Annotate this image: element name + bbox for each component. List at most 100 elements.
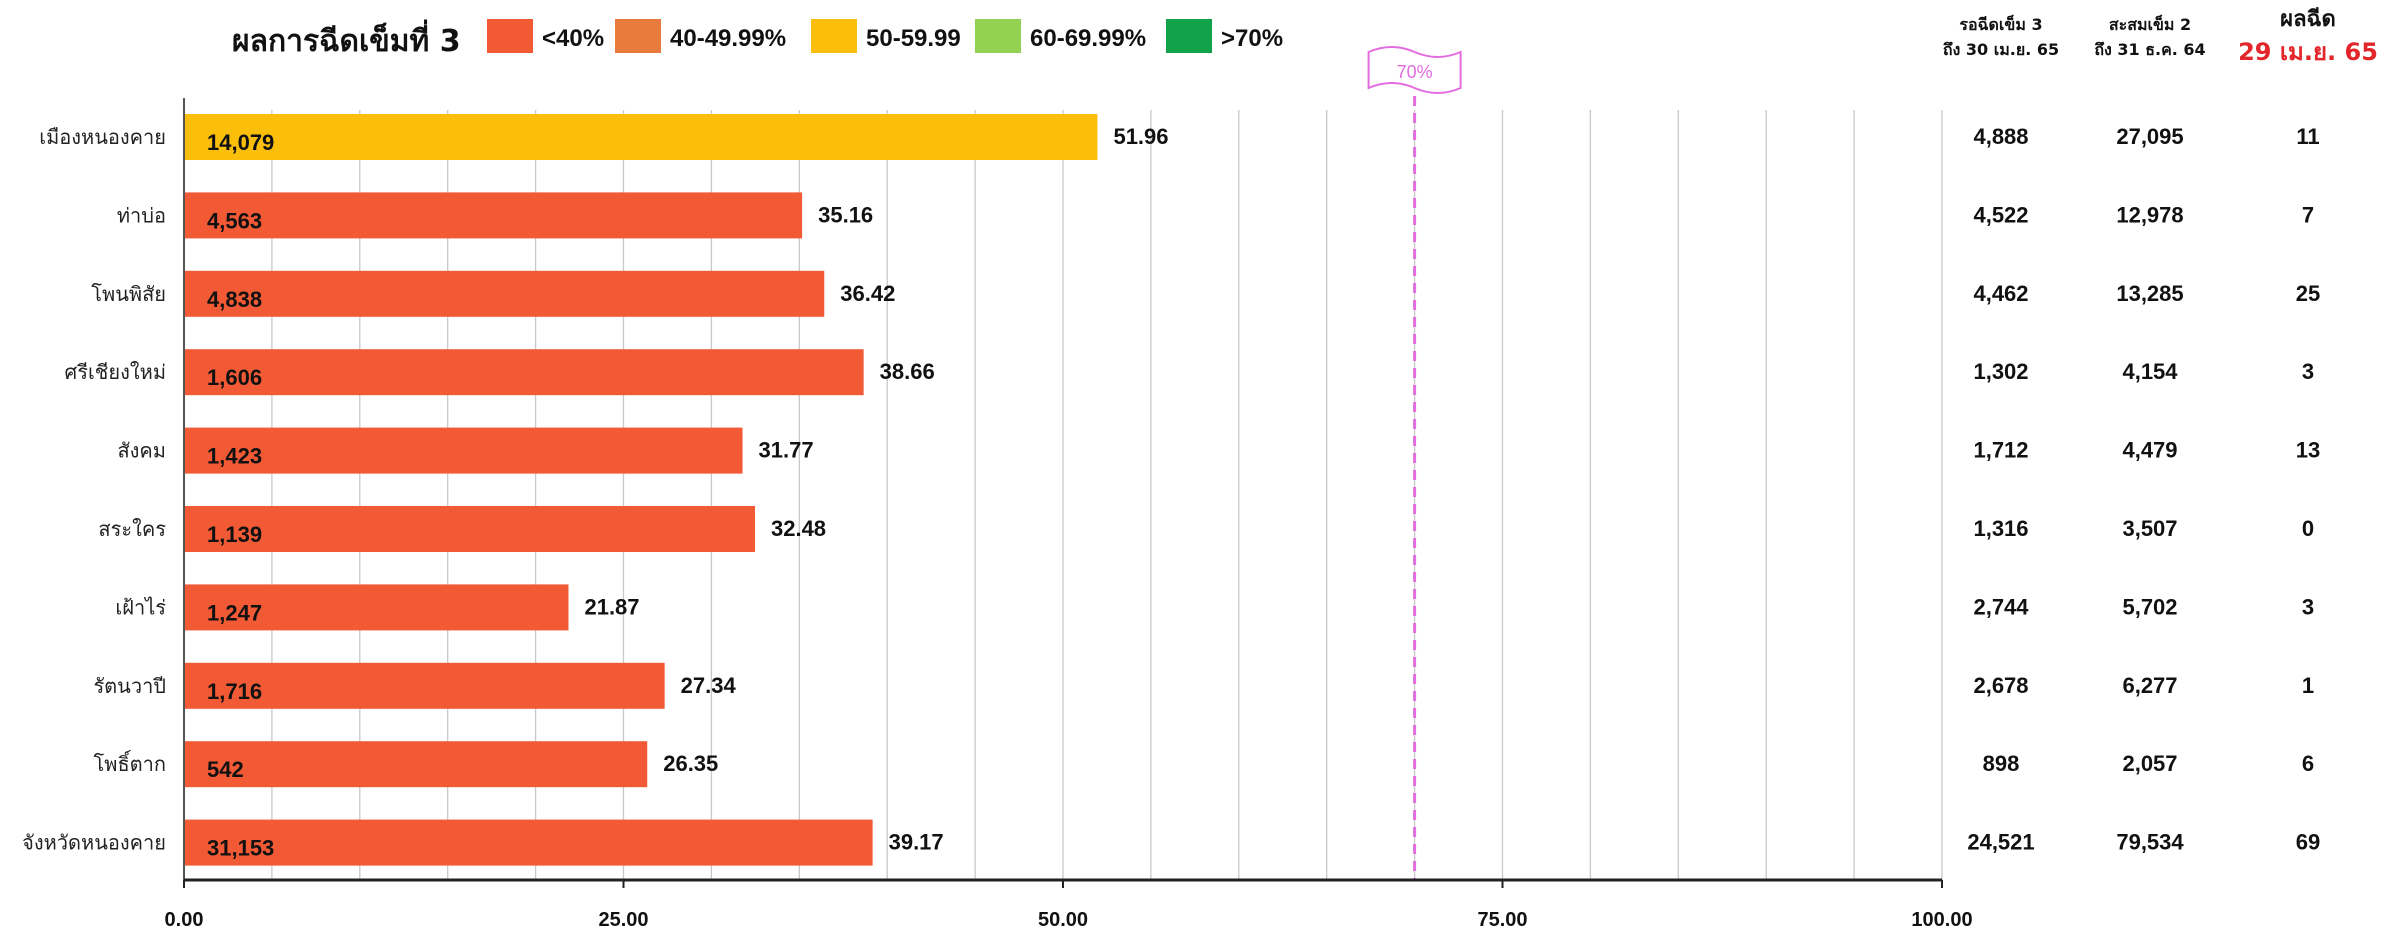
table-col3-value: 11	[2296, 124, 2319, 149]
category-label: โพนพิสัย	[91, 282, 166, 306]
bar-inner-label: 14,079	[207, 130, 274, 155]
table-col1-value: 1,712	[1973, 438, 2028, 463]
table-col2-value: 4,154	[2122, 359, 2178, 384]
table-col1-value: 4,522	[1973, 202, 2028, 227]
x-axis: 0.00 25.00 50.00 75.00 100.00	[165, 98, 1973, 931]
x-tick-label: 25.00	[598, 909, 648, 931]
bar-value-label: 36.42	[840, 281, 895, 306]
x-tick-label: 100.00	[1911, 909, 1972, 931]
category-label: จังหวัดหนองคาย	[22, 831, 166, 855]
col2-header-line2: ถึง 31 ธ.ค. 64	[2094, 40, 2206, 59]
bar-inner-label: 1,606	[207, 365, 262, 390]
bar-value-label: 38.66	[880, 359, 935, 384]
table-col2-value: 27,095	[2116, 124, 2183, 149]
bar-inner-label: 4,838	[207, 287, 262, 312]
table-col1-value: 2,744	[1973, 594, 2029, 619]
category-label: เฝ้าไร่	[115, 595, 166, 619]
legend-label-2: 50-59.99	[866, 25, 961, 52]
bar	[184, 349, 864, 396]
table-col1-value: 4,888	[1973, 124, 2028, 149]
col2-header-line1: สะสมเข็ม 2	[2109, 13, 2191, 34]
category-label: เมืองหนองคาย	[39, 125, 166, 149]
table-col3-value: 69	[2296, 830, 2320, 855]
bar	[184, 819, 873, 866]
table-col3-value: 3	[2302, 359, 2314, 384]
table-col1-value: 1,316	[1973, 516, 2028, 541]
col3-header-line2: 29 เม.ย. 65	[2238, 38, 2378, 66]
bar-inner-label: 31,153	[207, 836, 274, 861]
legend-label-3: 60-69.99%	[1030, 25, 1146, 52]
bar-inner-label: 1,247	[207, 600, 262, 625]
x-tick-label: 50.00	[1038, 909, 1088, 931]
x-tick-label: 0.00	[165, 909, 204, 931]
reference-line-group: 70%	[1367, 46, 1462, 880]
table-col2-value: 3,507	[2122, 516, 2177, 541]
legend-swatch-1	[615, 19, 661, 53]
bar	[184, 427, 743, 474]
table-col2-value: 4,479	[2122, 438, 2177, 463]
category-label: สระใคร	[98, 517, 166, 541]
col1-header-line2: ถึง 30 เม.ย. 65	[1943, 40, 2060, 59]
table-col2-value: 12,978	[2116, 202, 2183, 227]
bar-inner-label: 4,563	[207, 208, 262, 233]
bar-value-label: 21.87	[584, 594, 639, 619]
table-col2-value: 6,277	[2122, 673, 2177, 698]
reference-label: 70%	[1397, 62, 1433, 82]
bar-value-label: 26.35	[663, 751, 718, 776]
bar-inner-label: 1,716	[207, 679, 262, 704]
table-col1-value: 24,521	[1967, 830, 2034, 855]
legend-label-1: 40-49.99%	[670, 25, 786, 52]
bar	[184, 506, 755, 552]
bar	[184, 270, 825, 317]
table-col3-value: 0	[2302, 516, 2314, 541]
reference-label-box	[1367, 46, 1462, 94]
table-col3-value: 13	[2296, 438, 2320, 463]
table-col2-value: 79,534	[2116, 830, 2184, 855]
bar-inner-label: 1,139	[207, 522, 262, 547]
bar-value-label: 35.16	[818, 202, 873, 227]
table-col1-value: 1,302	[1973, 359, 2028, 384]
table-col2-value: 2,057	[2122, 751, 2177, 776]
table-col1-value: 898	[1983, 751, 2020, 776]
category-label: รัตนวาปี	[93, 674, 166, 698]
legend-swatch-0	[487, 19, 533, 53]
category-label: ท่าบ่อ	[117, 203, 166, 227]
bar	[184, 741, 648, 788]
table-headers: รอฉีดเข็ม 3 ถึง 30 เม.ย. 65 สะสมเข็ม 2 ถ…	[1943, 7, 2378, 66]
bar	[184, 662, 665, 709]
table-col3-value: 7	[2302, 202, 2314, 227]
bar-value-label: 51.96	[1113, 124, 1168, 149]
bar-inner-label: 542	[207, 757, 244, 782]
bar	[184, 584, 569, 631]
table-col3-value: 6	[2302, 751, 2314, 776]
col1-header-line1: รอฉีดเข็ม 3	[1959, 13, 2042, 34]
col3-header-line1: ผลฉีด	[2280, 7, 2336, 32]
table-col3-value: 1	[2302, 673, 2314, 698]
legend-label-4: >70%	[1221, 25, 1283, 52]
table-col3-value: 25	[2296, 281, 2320, 306]
chart-title: ผลการฉีดเข็มที่ 3	[232, 19, 461, 59]
legend: <40% 40-49.99% 50-59.99 60-69.99% >70%	[487, 19, 1283, 53]
bar-inner-label: 1,423	[207, 444, 262, 469]
category-label: ศรีเชียงใหม่	[65, 360, 166, 384]
bar-value-label: 32.48	[771, 516, 826, 541]
category-label: โพธิ์ตาก	[94, 749, 166, 776]
bar	[184, 192, 803, 239]
bar-value-label: 27.34	[681, 673, 737, 698]
table-col3-value: 3	[2302, 594, 2314, 619]
table-col1-value: 2,678	[1973, 673, 2028, 698]
table-col2-value: 13,285	[2116, 281, 2183, 306]
legend-swatch-3	[975, 19, 1021, 53]
legend-swatch-4	[1166, 19, 1212, 53]
table-col1-value: 4,462	[1973, 281, 2028, 306]
table-values: 4,888 27,095 11 4,522 12,978 7 4,462 13,285 25 1,…	[1967, 124, 2320, 855]
category-label: สังคม	[117, 439, 166, 463]
legend-label-0: <40%	[542, 25, 604, 52]
table-col2-value: 5,702	[2122, 594, 2177, 619]
bar-value-label: 31.77	[759, 438, 814, 463]
bars: เมืองหนองคาย 14,079 51.96 ท่าบ่อ 4,563 35.16 โ…	[22, 114, 1169, 866]
bar	[184, 114, 1098, 160]
x-tick-label: 75.00	[1477, 909, 1527, 931]
legend-swatch-2	[811, 19, 857, 53]
